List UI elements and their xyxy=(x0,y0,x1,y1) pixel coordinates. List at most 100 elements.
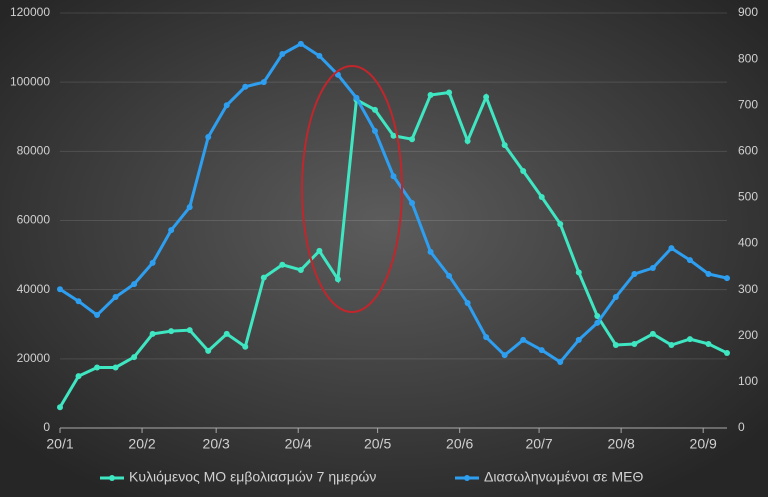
data-point xyxy=(483,334,490,341)
data-point xyxy=(557,220,564,227)
y2-tick-label: 800 xyxy=(738,51,758,65)
y-tick-label: 80000 xyxy=(17,144,51,158)
legend-label: Κυλιόμενος ΜΟ εμβολιασμών 7 ημερών xyxy=(129,469,376,485)
data-point xyxy=(649,330,656,337)
data-point xyxy=(353,94,360,101)
data-point xyxy=(724,275,730,282)
data-point xyxy=(705,340,712,347)
data-point xyxy=(612,294,619,301)
data-point xyxy=(631,270,638,277)
data-point xyxy=(705,270,712,277)
data-point xyxy=(446,89,453,96)
data-point xyxy=(686,336,693,343)
data-point xyxy=(75,298,82,305)
data-point xyxy=(149,330,156,337)
x-tick-label: 20/4 xyxy=(285,436,312,452)
x-tick-label: 20/3 xyxy=(203,436,230,452)
y-tick-label: 100000 xyxy=(10,74,50,88)
data-point xyxy=(168,328,175,335)
data-point xyxy=(409,136,416,143)
x-tick-label: 20/7 xyxy=(525,436,552,452)
data-point xyxy=(205,134,212,141)
y-tick-label: 60000 xyxy=(17,213,51,227)
data-point xyxy=(186,204,193,211)
data-point xyxy=(112,364,119,371)
data-point xyxy=(724,349,730,356)
y-tick-label: 120000 xyxy=(10,5,50,19)
data-point xyxy=(149,259,156,266)
data-point xyxy=(538,347,545,354)
data-point xyxy=(501,142,508,149)
data-point xyxy=(538,193,545,200)
y2-tick-label: 600 xyxy=(738,144,758,158)
data-point xyxy=(483,94,490,101)
data-point xyxy=(223,102,230,109)
data-point xyxy=(575,269,582,276)
data-point xyxy=(446,272,453,279)
data-point xyxy=(94,364,101,371)
data-point xyxy=(186,327,193,334)
y-tick-label: 0 xyxy=(43,420,50,434)
y2-tick-label: 900 xyxy=(738,5,758,19)
data-point xyxy=(427,91,434,98)
data-point xyxy=(94,312,101,319)
legend-swatch-dot xyxy=(464,475,470,481)
x-tick-label: 20/8 xyxy=(608,436,635,452)
data-point xyxy=(297,40,304,47)
data-point xyxy=(260,79,267,86)
data-point xyxy=(205,347,212,354)
data-point xyxy=(279,51,286,58)
data-point xyxy=(501,352,508,359)
data-point xyxy=(371,106,378,113)
data-point xyxy=(223,330,230,337)
data-point xyxy=(668,342,675,348)
x-tick-label: 20/5 xyxy=(364,436,391,452)
data-point xyxy=(409,199,416,206)
y-tick-label: 40000 xyxy=(17,282,51,296)
data-point xyxy=(131,354,138,361)
y2-tick-label: 200 xyxy=(738,328,758,342)
data-point xyxy=(57,286,63,293)
y2-tick-label: 0 xyxy=(738,420,745,434)
data-point xyxy=(260,274,267,281)
data-point xyxy=(112,294,119,301)
y2-tick-label: 400 xyxy=(738,236,758,250)
data-point xyxy=(557,359,564,366)
plot xyxy=(57,40,730,411)
data-point xyxy=(297,266,304,273)
y2-tick-label: 700 xyxy=(738,97,758,111)
data-point xyxy=(279,261,286,268)
data-point xyxy=(649,264,656,271)
legend-swatch-dot xyxy=(109,475,115,481)
data-point xyxy=(57,404,63,411)
data-point xyxy=(520,168,527,175)
data-point xyxy=(316,247,323,254)
x-tick-label: 20/6 xyxy=(446,436,473,452)
x-tick-label: 20/9 xyxy=(690,436,717,452)
data-point xyxy=(668,245,675,252)
grid xyxy=(59,12,727,433)
data-point xyxy=(75,373,82,380)
data-point xyxy=(612,342,619,348)
data-point xyxy=(594,312,601,319)
data-point xyxy=(390,173,397,180)
y2-tick-label: 100 xyxy=(738,374,758,388)
x-tick-label: 20/1 xyxy=(46,436,73,452)
data-point xyxy=(686,257,693,264)
x-tick-label: 20/2 xyxy=(128,436,155,452)
data-point xyxy=(575,336,582,343)
data-point xyxy=(631,340,638,347)
y2-tick-label: 300 xyxy=(738,282,758,296)
data-point xyxy=(242,83,249,90)
data-point xyxy=(168,227,175,234)
data-point xyxy=(390,132,397,139)
y2-tick-label: 500 xyxy=(738,190,758,204)
data-point xyxy=(371,128,378,135)
data-point xyxy=(464,300,471,307)
legend-label: Διασωληνωμένοι σε ΜΕΘ xyxy=(484,469,643,485)
data-point xyxy=(464,137,471,144)
data-point xyxy=(334,276,341,283)
data-point xyxy=(594,319,601,326)
